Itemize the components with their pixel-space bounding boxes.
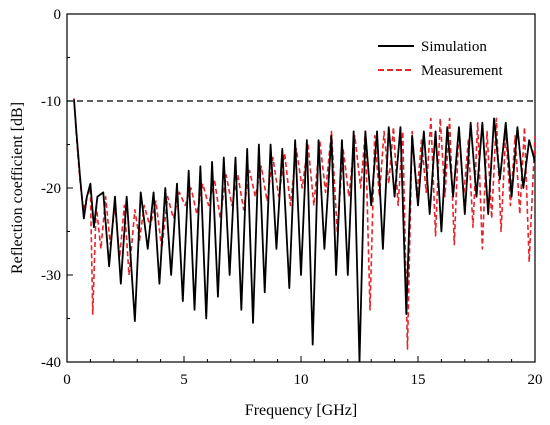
- x-tick-label: 10: [294, 372, 309, 388]
- x-tick-label: 5: [180, 372, 188, 388]
- axis-tick-labels: 0 5 10 15 20 0 -10 -20 -30 -40: [41, 7, 543, 388]
- series-layer: [73, 98, 535, 362]
- legend: Simulation Measurement: [378, 39, 503, 79]
- y-tick-label: -40: [41, 355, 61, 371]
- series-line-simulation: [73, 99, 535, 362]
- x-tick-label: 0: [63, 372, 71, 388]
- y-tick-label: 0: [54, 7, 62, 23]
- x-axis-title: Frequency [GHz]: [245, 402, 357, 419]
- y-tick-label: -20: [41, 181, 61, 197]
- y-axis-title: Reflection coefficient [dB]: [9, 102, 26, 274]
- y-tick-label: -30: [41, 268, 61, 284]
- y-tick-label: -10: [41, 94, 61, 110]
- legend-label-measurement: Measurement: [421, 63, 503, 79]
- x-tick-label: 15: [411, 372, 426, 388]
- x-tick-label: 20: [528, 372, 543, 388]
- series-line-measurement: [73, 98, 535, 350]
- legend-label-simulation: Simulation: [421, 39, 487, 55]
- axis-ticks: [66, 13, 536, 363]
